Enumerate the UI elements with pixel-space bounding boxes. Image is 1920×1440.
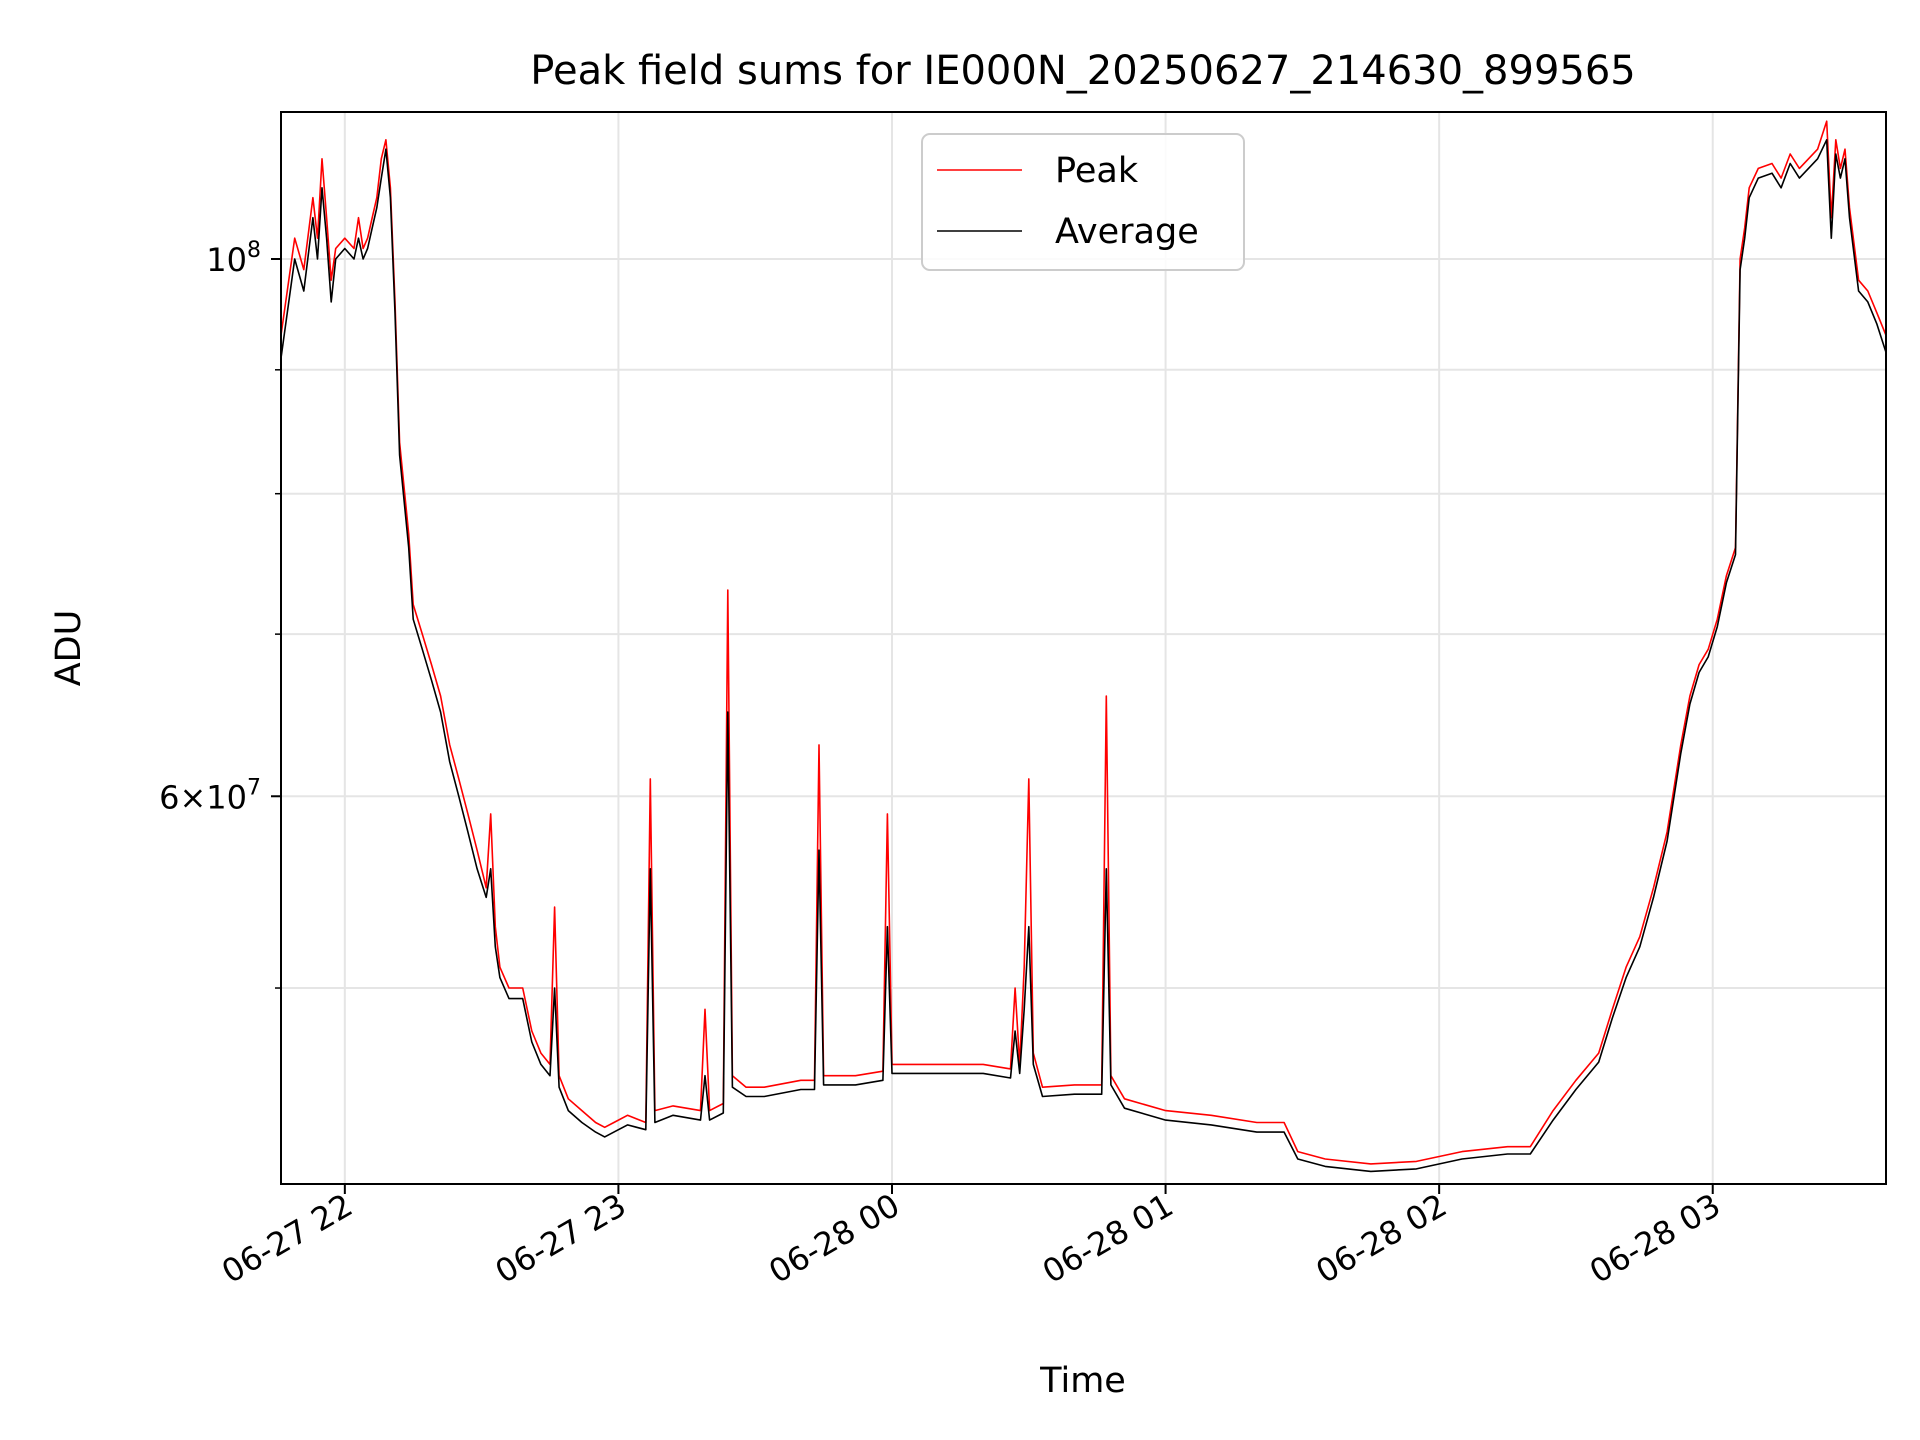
legend-label-peak: Peak	[1055, 151, 1139, 191]
legend: Peak Average	[921, 133, 1245, 271]
y-axis-ticks: 108 6×107	[159, 238, 281, 989]
series-line-average	[281, 139, 1886, 1173]
y-tick-label: 6×107	[159, 775, 261, 816]
y-tick-label: 108	[206, 238, 261, 279]
legend-label-average: Average	[1055, 212, 1199, 252]
y-axis-label: ADU	[49, 610, 89, 687]
plot-frame	[280, 111, 1887, 1185]
grid	[281, 112, 1886, 1184]
x-axis-label: Time	[1039, 1361, 1126, 1401]
chart-title: Peak field sums for IE000N_20250627_2146…	[530, 48, 1635, 94]
legend-box	[921, 133, 1245, 271]
series-layer	[281, 120, 1886, 1173]
series-line-peak	[281, 120, 1886, 1165]
